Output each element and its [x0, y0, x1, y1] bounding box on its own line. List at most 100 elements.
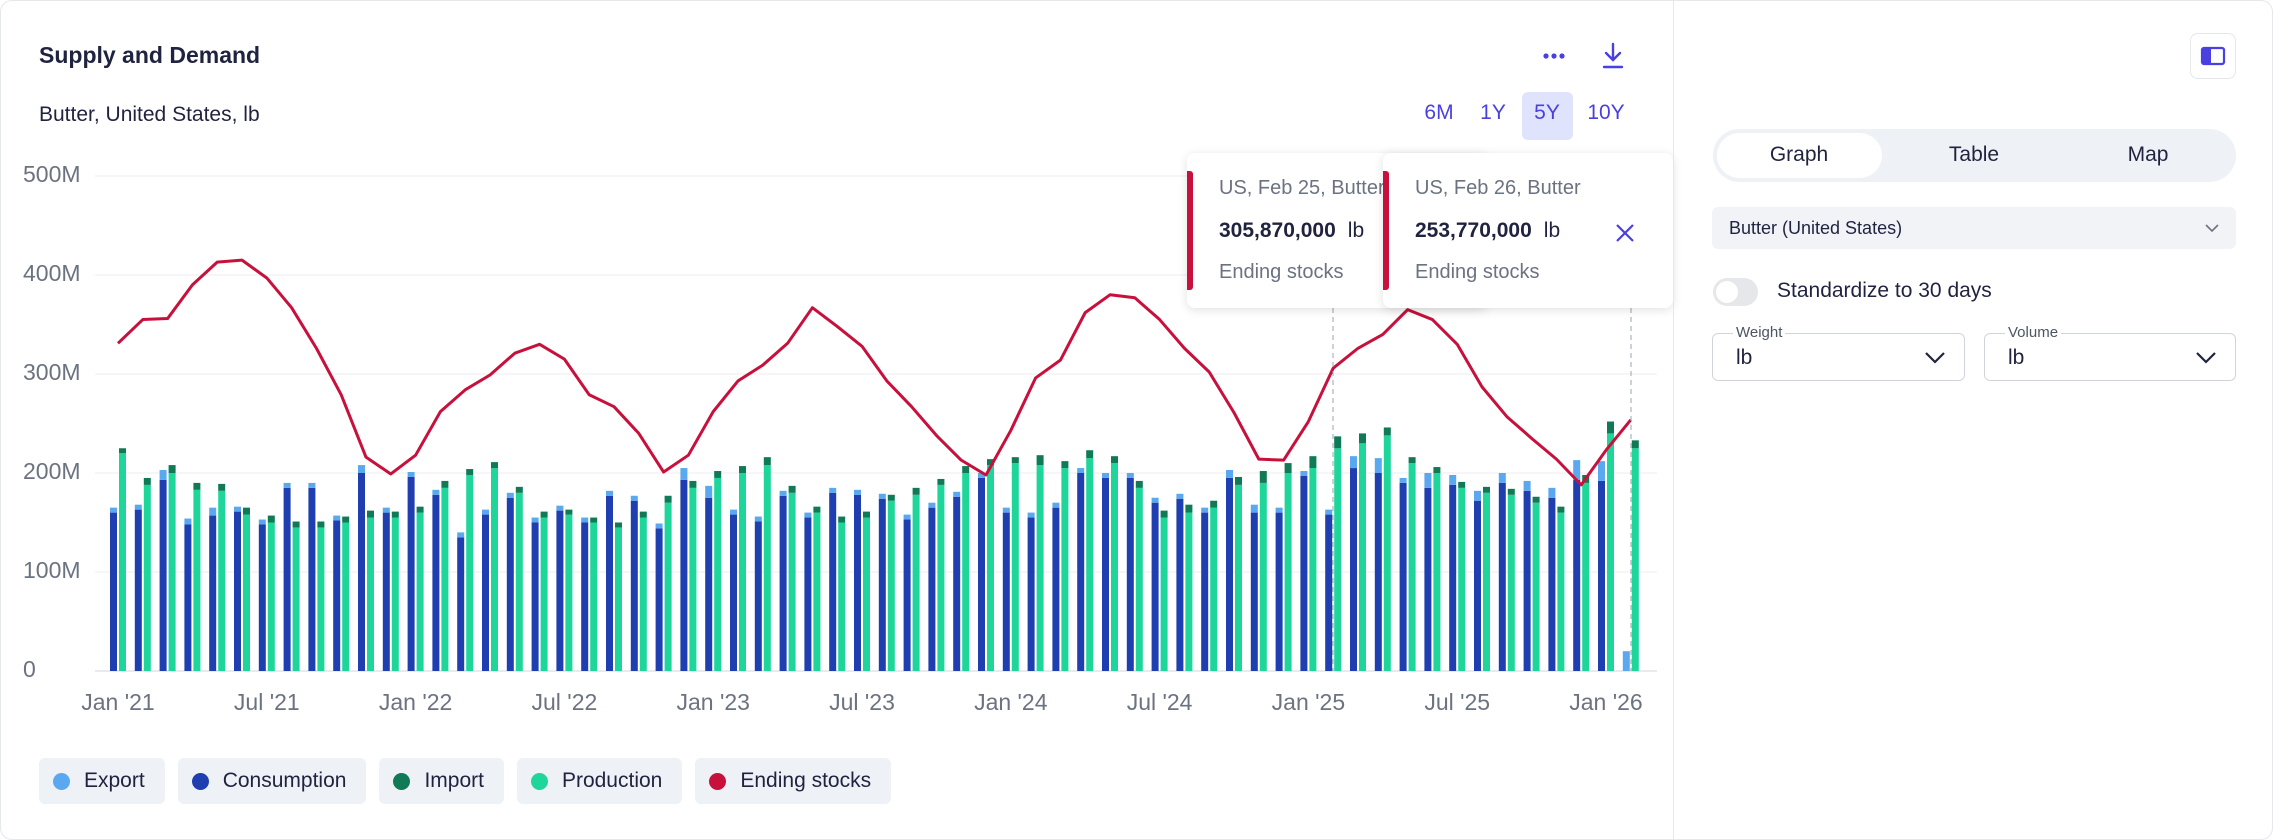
toggle-knob	[1716, 281, 1738, 303]
bar-segment	[763, 457, 771, 466]
bar-segment	[515, 492, 523, 671]
bar-segment	[615, 522, 622, 528]
bar-segment	[739, 466, 746, 473]
bar-segment	[1523, 480, 1531, 491]
range-button[interactable]: 5Y	[1534, 101, 1560, 124]
tooltip-color-bar	[1187, 171, 1193, 290]
tooltip-number: 305,870,000	[1219, 219, 1336, 242]
range-active-bg	[1522, 92, 1573, 140]
bar-segment	[1458, 487, 1466, 671]
legend-item[interactable]: Production	[516, 758, 683, 804]
bar-segment	[556, 510, 564, 671]
bar-segment	[1052, 502, 1060, 508]
range-button[interactable]: 10Y	[1587, 101, 1625, 124]
bar-segment	[407, 476, 415, 671]
bar-segment	[590, 522, 598, 671]
bar-segment	[829, 487, 837, 493]
bar-segment	[1176, 498, 1184, 671]
bar-segment	[739, 473, 746, 671]
bar-segment	[1350, 468, 1357, 671]
range-button[interactable]: 6M	[1424, 101, 1454, 124]
bar-segment	[143, 477, 151, 485]
bar-segment	[1061, 468, 1069, 671]
bar-segment	[457, 532, 465, 538]
bar-segment	[1275, 512, 1283, 671]
bar-segment	[1424, 487, 1432, 671]
x-tick-label: Jan '21	[81, 689, 154, 715]
panel-toggle[interactable]	[2190, 33, 2236, 79]
bar-segment	[209, 515, 217, 671]
bar-segment	[367, 510, 374, 518]
bar-segment	[903, 519, 911, 671]
range-button[interactable]: 1Y	[1480, 101, 1506, 124]
bar-segment	[1201, 507, 1209, 513]
tab[interactable]: Map	[2127, 143, 2169, 166]
bar-segment	[1449, 474, 1457, 485]
legend-item[interactable]: Import	[379, 758, 504, 804]
close-button[interactable]	[1613, 221, 1637, 245]
bar-segment	[482, 509, 489, 515]
chevron	[2196, 352, 2216, 364]
bar-segment	[1557, 512, 1565, 671]
bar-segment	[308, 487, 316, 671]
tab[interactable]: Table	[1948, 143, 2000, 166]
bar-segment	[714, 477, 722, 671]
bar-segment	[1086, 450, 1094, 459]
commodity-select[interactable]: Butter (United States)	[1712, 207, 2236, 249]
field-label: Weight	[1733, 324, 1786, 341]
bar-segment	[788, 485, 796, 493]
legend-item[interactable]: Export	[39, 758, 165, 804]
bar-segment	[1334, 436, 1342, 449]
tooltip-value: 305,870,000 lb	[1219, 219, 1364, 243]
bar-segment	[838, 522, 846, 671]
bar-segment	[1185, 504, 1193, 513]
bar-segment	[1111, 463, 1118, 671]
bar-segment	[466, 474, 474, 671]
legend-item[interactable]: Consumption	[177, 758, 367, 804]
bar-segment	[457, 537, 465, 671]
x-tick-label: Jul '24	[1127, 689, 1193, 715]
chart-subtitle: Butter, United States, lb	[39, 103, 260, 126]
bar-segment	[779, 495, 787, 671]
bar-segment	[382, 507, 390, 513]
weight-select[interactable]: Weight lb	[1712, 324, 1965, 381]
legend-label: Consumption	[222, 769, 347, 792]
bar-segment	[863, 517, 870, 671]
bar-segment	[829, 492, 837, 671]
bar-segment	[1383, 427, 1391, 436]
bar-segment	[1284, 463, 1292, 473]
x-tick-label: Jul '22	[532, 689, 598, 715]
download-button[interactable]	[1599, 41, 1627, 71]
y-tick-label: 200M	[23, 458, 81, 484]
bar-segment	[184, 518, 192, 525]
bar-segment	[804, 517, 812, 671]
bar-segment	[1160, 510, 1168, 518]
bar-segment	[779, 490, 787, 496]
bar-segment	[1483, 492, 1490, 671]
bar-segment	[978, 473, 985, 478]
x-tick-label: Jul '25	[1424, 689, 1490, 715]
bar-segment	[556, 505, 564, 511]
bar-segment	[432, 494, 440, 671]
bar-segment	[1607, 421, 1614, 434]
bar-segment	[565, 509, 573, 515]
bar-segment	[730, 509, 737, 515]
bar-segment	[606, 495, 613, 671]
tab[interactable]: Graph	[1769, 143, 1829, 166]
legend-item[interactable]: Ending stocks	[695, 758, 892, 804]
bar-segment	[193, 482, 201, 490]
bar-segment	[1374, 458, 1382, 473]
bar-segment	[1325, 509, 1333, 515]
y-tick-label: 300M	[23, 359, 81, 385]
more-button[interactable]	[1539, 45, 1569, 67]
bar-segment	[606, 490, 613, 496]
volume-select[interactable]: Volume lb	[1984, 324, 2236, 381]
line	[116, 258, 1632, 487]
toggle[interactable]	[1713, 278, 1758, 306]
bar-segment	[209, 507, 217, 516]
legend-swatch	[53, 772, 70, 790]
bar-segment	[1350, 456, 1357, 469]
bar-segment	[382, 512, 390, 671]
bar-segment	[441, 480, 449, 488]
